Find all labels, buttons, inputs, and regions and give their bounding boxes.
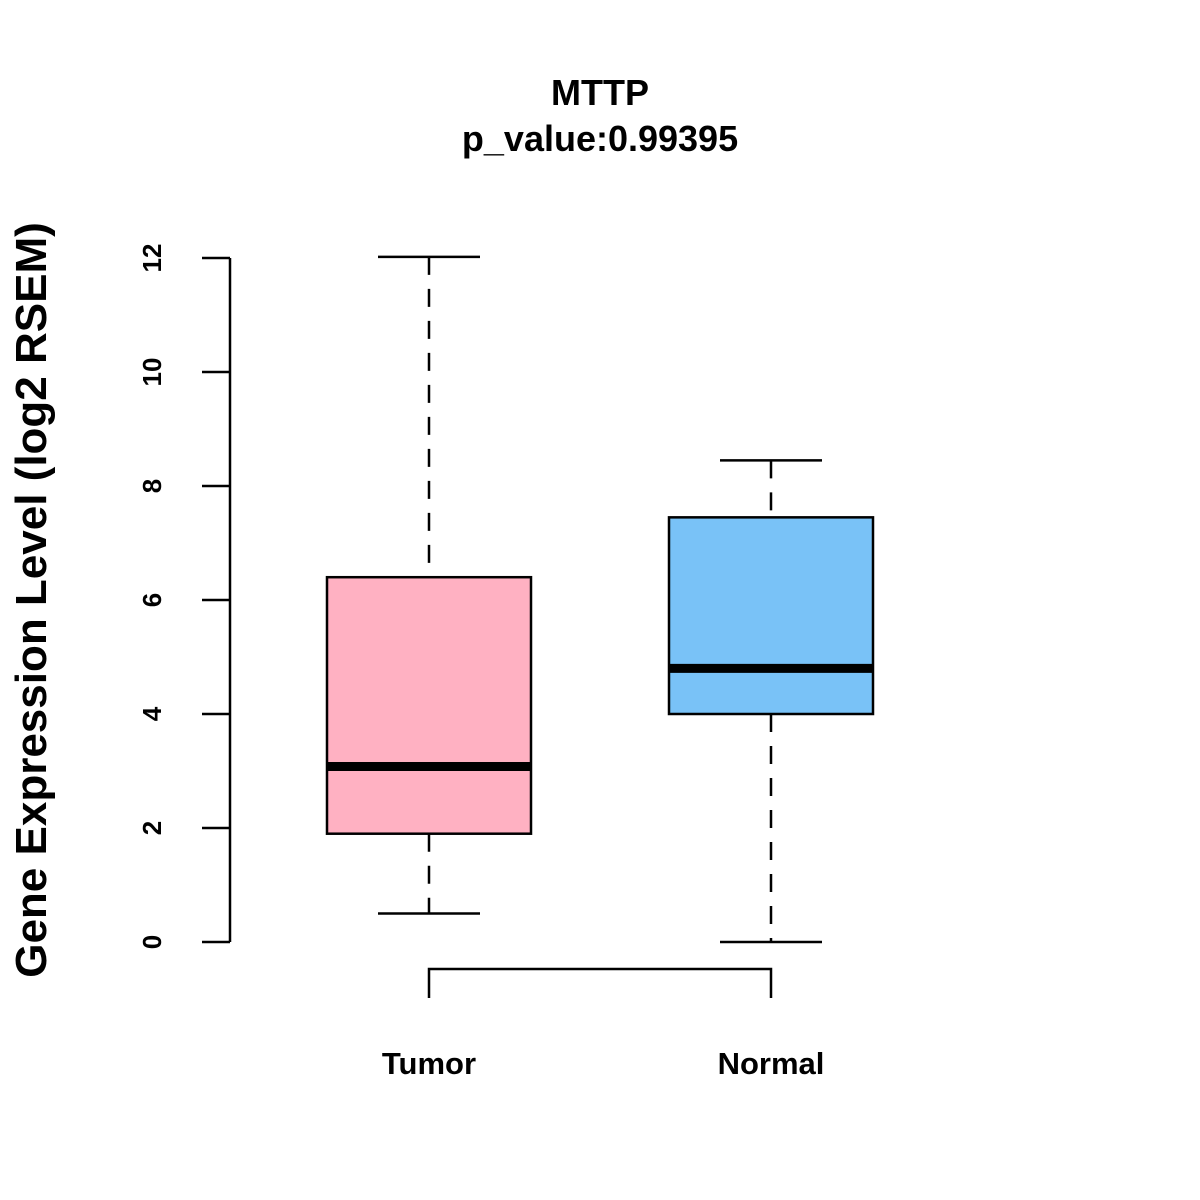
y-tick-label-12: 12 [137,244,167,273]
y-tick-label-4: 4 [137,706,167,721]
category-label-tumor: Tumor [382,1046,476,1081]
category-label-normal: Normal [718,1046,825,1081]
y-tick-label-0: 0 [137,935,167,949]
y-tick-label-6: 6 [137,593,167,607]
chart-title: MTTP [551,72,649,113]
y-axis-label: Gene Expression Level (log2 RSEM) [7,222,56,978]
box-series [325,255,875,944]
y-axis: 0 2 4 6 8 10 12 [137,244,232,949]
y-tick-label-10: 10 [137,358,167,387]
y-tick-label-2: 2 [137,821,167,835]
y-tick-label-8: 8 [137,479,167,493]
comparison-bracket [427,967,773,998]
category-labels: Tumor Normal [382,1046,824,1081]
bracket-line [427,967,773,998]
iqr-box-normal [667,516,875,716]
box-normal [667,459,875,944]
chart-subtitle: p_value:0.99395 [462,118,738,159]
iqr-box-tumor [325,575,533,835]
box-tumor [325,255,533,915]
